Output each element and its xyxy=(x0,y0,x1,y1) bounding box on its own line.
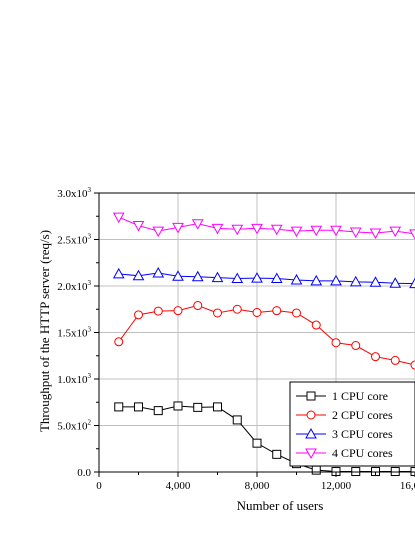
y-axis-label: Throughput of the HTTP server (req/s) xyxy=(37,230,52,432)
data-point xyxy=(132,269,145,281)
legend-item: 3 CPU cores xyxy=(296,427,393,441)
data-point xyxy=(152,266,165,278)
data-point xyxy=(310,225,323,237)
data-point xyxy=(231,272,244,284)
y-tick-label: 3.0x103 xyxy=(57,186,91,200)
y-tick-label: 2.0x103 xyxy=(57,279,91,293)
y-tick-label: 0.0 xyxy=(77,467,91,479)
data-point xyxy=(290,273,303,285)
data-point xyxy=(310,274,323,286)
data-point xyxy=(390,355,400,365)
data-point xyxy=(152,226,165,238)
data-point xyxy=(252,308,262,318)
data-point xyxy=(134,310,143,320)
y-tick-label: 5.0x102 xyxy=(57,419,91,433)
x-tick-label: 0 xyxy=(96,480,102,492)
data-point xyxy=(371,352,380,362)
y-tick-label: 1.0x103 xyxy=(57,372,91,386)
y-tick-label: 2.5x103 xyxy=(57,233,91,247)
data-point xyxy=(410,360,415,370)
legend-item: 2 CPU cores xyxy=(296,408,393,422)
data-point xyxy=(311,465,321,475)
series-line xyxy=(118,272,415,285)
data-point xyxy=(369,228,382,240)
legend-marker xyxy=(306,391,316,401)
data-point xyxy=(330,225,342,237)
data-point xyxy=(330,274,342,286)
data-point xyxy=(270,272,283,284)
data-point xyxy=(331,338,341,348)
x-axis-label: Number of users xyxy=(237,498,324,513)
x-tick-label: 16,000 xyxy=(400,480,415,492)
legend-label: 4 CPU cores xyxy=(332,446,393,460)
data-point xyxy=(153,406,163,416)
x-tick-label: 4,000 xyxy=(166,480,191,492)
data-point xyxy=(311,320,321,330)
legend-marker xyxy=(305,448,317,460)
data-point xyxy=(193,402,203,412)
legend-label: 3 CPU cores xyxy=(332,427,393,441)
legend-marker xyxy=(306,410,316,420)
data-point xyxy=(231,224,244,236)
x-tick-label: 8,000 xyxy=(245,480,270,492)
data-point xyxy=(290,226,303,238)
data-point xyxy=(389,226,402,238)
ticks: 0 4,000 8,000 12,000 16,000 0.0 5.0x102 1.0x103… xyxy=(57,186,415,492)
data-point xyxy=(191,270,204,282)
data-point xyxy=(252,438,262,448)
data-point xyxy=(409,229,415,240)
data-point xyxy=(172,222,184,234)
series-line xyxy=(118,216,415,235)
data-point xyxy=(292,308,301,318)
legend-item: 1 CPU core xyxy=(296,389,388,403)
legend-item: 4 CPU cores xyxy=(296,446,393,460)
data-point xyxy=(173,306,183,316)
data-point xyxy=(270,224,283,236)
data-point xyxy=(389,277,402,288)
series-4 xyxy=(112,212,415,240)
data-point xyxy=(112,267,125,279)
legend-marker xyxy=(305,427,317,439)
legend: 1 CPU core 2 CPU cores 3 CPU cores 4 CPU co… xyxy=(289,381,415,467)
series-2 xyxy=(114,301,415,370)
data-point xyxy=(272,449,282,459)
data-point xyxy=(193,301,203,311)
data-point xyxy=(211,271,224,283)
data-point xyxy=(153,306,163,316)
data-point xyxy=(172,270,184,281)
data-point xyxy=(114,402,124,412)
data-point xyxy=(191,219,204,230)
series-line xyxy=(118,305,415,366)
data-point xyxy=(349,275,362,287)
data-point xyxy=(213,402,222,412)
data-point xyxy=(251,223,263,235)
legend-label: 2 CPU cores xyxy=(332,408,393,422)
series-layer xyxy=(112,212,415,477)
legend-label: 1 CPU core xyxy=(332,389,388,403)
data-point xyxy=(211,223,224,235)
data-point xyxy=(232,415,242,425)
data-point xyxy=(272,306,282,316)
data-point xyxy=(213,308,222,318)
data-point xyxy=(409,277,415,289)
data-point xyxy=(132,221,145,232)
data-point xyxy=(134,402,143,412)
y-tick-label: 1.5x103 xyxy=(57,326,91,340)
data-point xyxy=(173,401,183,411)
series-3 xyxy=(112,266,415,289)
data-point xyxy=(232,304,242,314)
x-tick-label: 12,000 xyxy=(321,480,352,492)
data-point xyxy=(369,276,382,287)
data-point xyxy=(351,341,361,351)
data-point xyxy=(251,272,263,283)
data-point xyxy=(112,212,125,224)
data-point xyxy=(114,337,124,347)
data-point xyxy=(349,227,362,239)
